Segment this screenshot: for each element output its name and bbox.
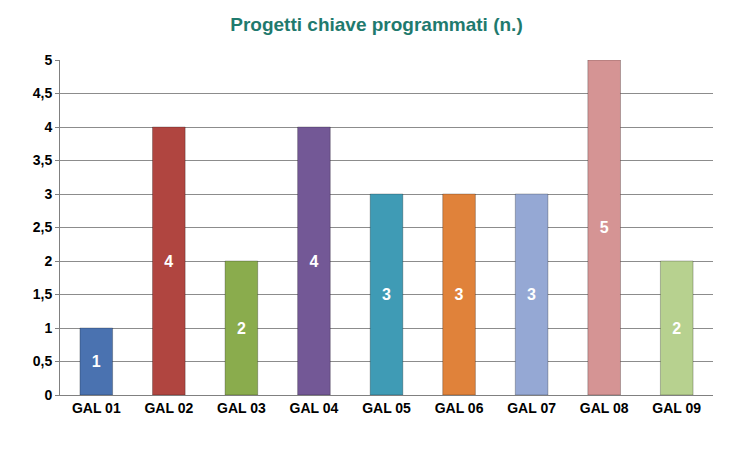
svg-text:GAL 01: GAL 01 bbox=[72, 400, 121, 416]
svg-text:GAL 07: GAL 07 bbox=[507, 400, 556, 416]
svg-text:GAL 09: GAL 09 bbox=[652, 400, 701, 416]
svg-text:4: 4 bbox=[44, 119, 52, 135]
svg-text:GAL 02: GAL 02 bbox=[144, 400, 193, 416]
svg-text:0: 0 bbox=[44, 387, 52, 403]
svg-text:2: 2 bbox=[672, 320, 681, 337]
svg-text:GAL 06: GAL 06 bbox=[435, 400, 484, 416]
svg-text:GAL 08: GAL 08 bbox=[580, 400, 629, 416]
svg-text:GAL 04: GAL 04 bbox=[290, 400, 339, 416]
svg-text:3: 3 bbox=[382, 286, 391, 303]
svg-text:3: 3 bbox=[527, 286, 536, 303]
svg-text:2: 2 bbox=[237, 320, 246, 337]
svg-text:2,5: 2,5 bbox=[33, 219, 53, 235]
svg-text:4: 4 bbox=[164, 253, 173, 270]
svg-text:2: 2 bbox=[44, 253, 52, 269]
svg-text:1,5: 1,5 bbox=[33, 286, 53, 302]
svg-text:GAL 03: GAL 03 bbox=[217, 400, 266, 416]
svg-text:3,5: 3,5 bbox=[33, 152, 53, 168]
svg-text:4,5: 4,5 bbox=[33, 85, 53, 101]
svg-text:0,5: 0,5 bbox=[33, 353, 53, 369]
svg-text:1: 1 bbox=[44, 320, 52, 336]
svg-text:3: 3 bbox=[44, 186, 52, 202]
svg-text:5: 5 bbox=[600, 219, 609, 236]
svg-text:3: 3 bbox=[455, 286, 464, 303]
svg-text:1: 1 bbox=[92, 353, 101, 370]
svg-text:Progetti chiave programmati (n: Progetti chiave programmati (n.) bbox=[230, 14, 522, 35]
svg-text:GAL 05: GAL 05 bbox=[362, 400, 411, 416]
svg-text:4: 4 bbox=[309, 253, 318, 270]
svg-text:5: 5 bbox=[44, 52, 52, 68]
